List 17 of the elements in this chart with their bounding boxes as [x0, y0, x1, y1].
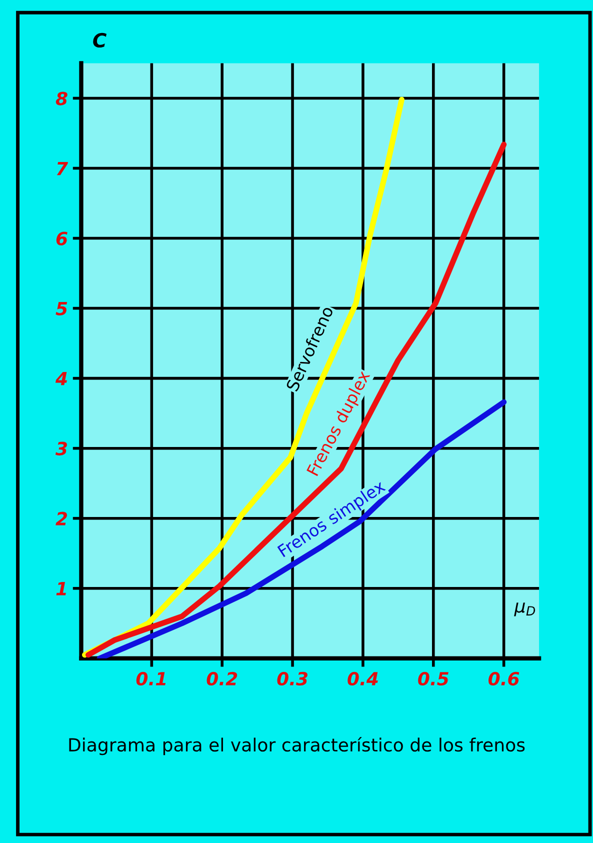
x-tick-label: 0.2 — [206, 672, 238, 686]
x-tick-label: 0.4 — [348, 672, 378, 686]
x-tick-label: 0.3 — [277, 672, 308, 686]
y-tick-label: 1 — [56, 582, 66, 596]
y-tick-label: 4 — [55, 372, 67, 386]
y-tick-label: 3 — [55, 442, 67, 456]
y-axis-title: C — [93, 32, 106, 48]
y-tick-label: 7 — [56, 162, 68, 176]
x-tick-label: 0.5 — [418, 672, 448, 686]
y-tick-label: 6 — [56, 232, 68, 246]
x-tick-label: 0.1 — [136, 672, 166, 686]
x-axis-title: μ$_{D}$ — [514, 602, 536, 616]
y-tick-label: 2 — [56, 512, 68, 526]
y-tick-label: 8 — [56, 92, 68, 106]
text: Diagrama para el valor característico de los frenos — [69, 736, 525, 756]
y-tick-label: 5 — [56, 302, 68, 316]
x-tick-label: 0.6 — [488, 672, 520, 686]
